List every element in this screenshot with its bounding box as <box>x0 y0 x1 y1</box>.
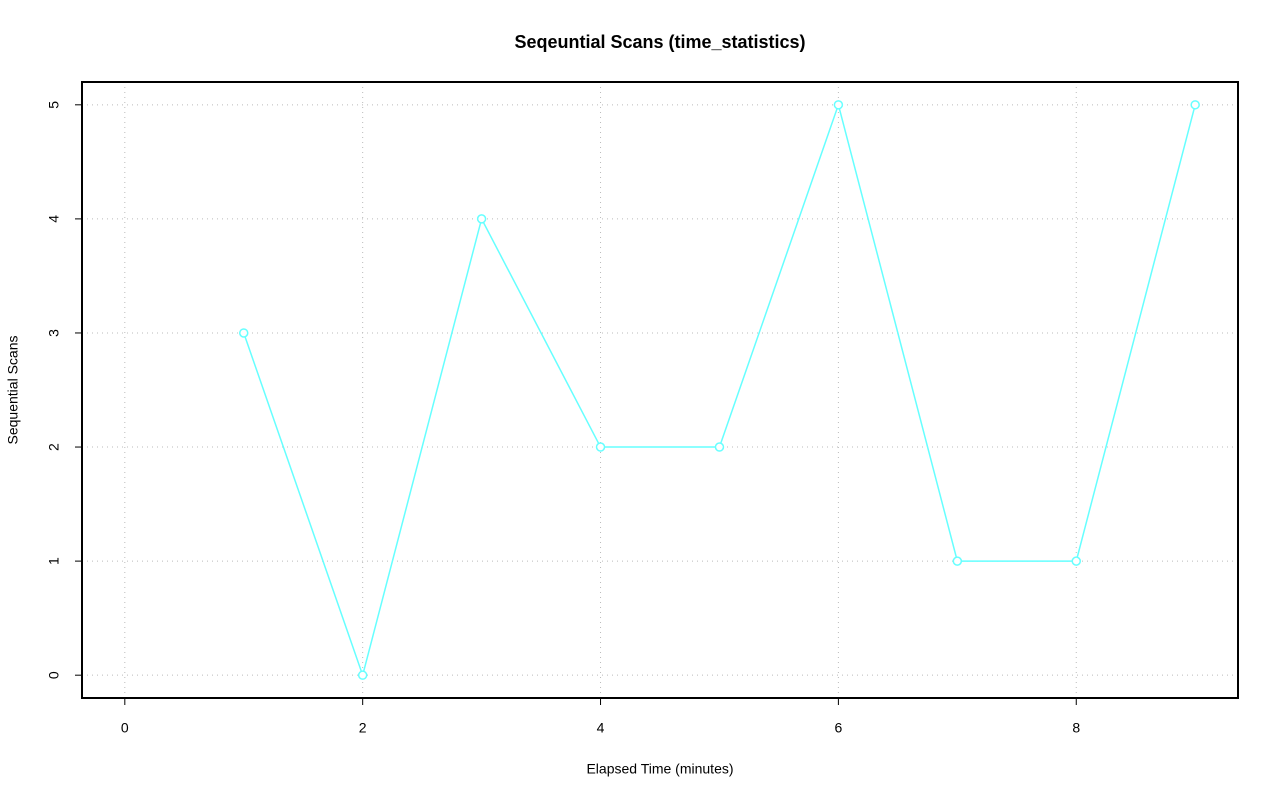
y-tick-label: 1 <box>46 557 62 565</box>
y-tick-label: 0 <box>46 671 62 679</box>
x-tick-label: 0 <box>121 720 129 736</box>
x-tick-label: 4 <box>597 720 605 736</box>
data-point <box>357 670 368 680</box>
y-tick-label: 2 <box>46 443 62 451</box>
data-point <box>238 328 249 338</box>
x-tick-label: 8 <box>1072 720 1080 736</box>
y-tick-label: 4 <box>46 215 62 223</box>
data-point <box>714 442 725 452</box>
data-point <box>1190 100 1200 110</box>
y-tick-label: 5 <box>46 101 62 109</box>
data-point <box>952 556 963 566</box>
data-point <box>1071 556 1082 566</box>
data-point <box>833 100 844 110</box>
data-point <box>476 214 487 224</box>
x-tick-label: 2 <box>359 720 367 736</box>
data-point <box>595 442 606 452</box>
x-tick-label: 6 <box>834 720 842 736</box>
chart-title: Seqeuntial Scans (time_statistics) <box>514 32 805 52</box>
data-line <box>243 102 1196 678</box>
y-axis-label: Sequential Scans <box>5 336 21 445</box>
plot-frame <box>81 81 1239 699</box>
y-tick-label: 3 <box>46 329 62 337</box>
x-axis-label: Elapsed Time (minutes) <box>586 761 733 777</box>
